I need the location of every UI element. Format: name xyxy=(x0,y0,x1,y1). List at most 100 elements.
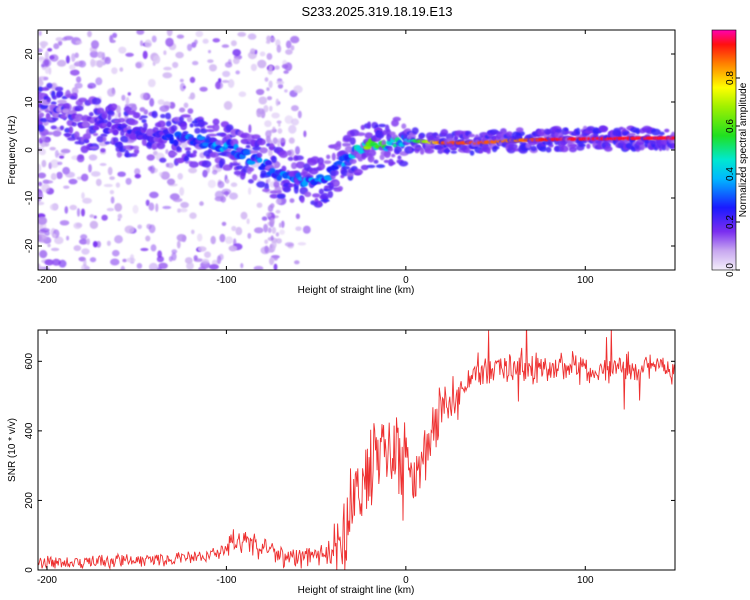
spectrogram-noise-cell xyxy=(224,236,234,244)
spectrogram-halo-cell xyxy=(273,181,280,188)
spectrogram-halo-cell xyxy=(171,124,177,132)
spectrogram-noise-cell xyxy=(199,201,204,206)
spectrogram-halo-cell xyxy=(198,121,208,126)
spectrogram-ridge-cell xyxy=(92,125,100,131)
spectrogram-noise-cell xyxy=(57,161,63,166)
spectrogram-noise-cell xyxy=(263,105,269,113)
x-tick-label: 100 xyxy=(577,275,594,286)
spectrogram-noise-cell xyxy=(275,39,281,47)
spectrogram-noise-cell xyxy=(202,38,209,44)
y-tick-label: -10 xyxy=(24,190,35,205)
spectrogram-halo-cell xyxy=(184,147,192,151)
spectrogram-noise-cell xyxy=(81,208,85,217)
spectrogram-noise-cell xyxy=(110,39,116,43)
spectrogram-noise-cell xyxy=(202,169,208,178)
spectrogram-noise-cell xyxy=(199,86,208,92)
spectrogram-noise-cell xyxy=(92,241,98,248)
x-tick-label: 0 xyxy=(403,575,409,586)
spectrogram-halo-cell xyxy=(564,127,569,132)
spectrogram-noise-cell xyxy=(56,171,63,180)
spectrogram-noise-cell xyxy=(246,218,250,225)
spectrogram-noise-cell xyxy=(290,45,295,51)
spectrogram-noise-cell xyxy=(132,204,139,214)
spectrogram-halo-cell xyxy=(327,190,334,199)
spectrogram-noise-cell xyxy=(42,58,52,68)
spectrogram-noise-cell xyxy=(214,190,224,199)
spectrogram-halo-cell xyxy=(424,148,435,154)
spectrogram-halo-cell xyxy=(209,151,220,158)
spectrogram-noise-cell xyxy=(259,51,266,57)
spectrogram-noise-cell xyxy=(73,245,82,252)
spectrogram-halo-cell xyxy=(63,133,73,137)
spectrogram-noise-cell xyxy=(217,181,225,189)
spectrogram-halo-cell xyxy=(469,150,475,156)
spectrogram-halo-cell xyxy=(46,82,53,89)
spectrogram-noise-cell xyxy=(187,43,193,52)
spectrogram-halo-cell xyxy=(52,95,57,100)
spectrogram-noise-cell xyxy=(266,96,273,101)
spectrogram-noise-cell xyxy=(112,32,118,39)
spectrogram-halo-cell xyxy=(295,161,306,169)
x-tick-label: -100 xyxy=(216,275,236,286)
spectrogram-ridge-cell xyxy=(173,139,179,147)
spectrogram-halo-cell xyxy=(651,128,661,136)
spectrogram-noise-cell xyxy=(221,188,232,195)
spectrogram-noise-cell xyxy=(275,232,280,237)
spectrogram-noise-cell xyxy=(87,82,97,89)
spectrogram-noise-cell xyxy=(195,30,204,38)
spectrogram-halo-cell xyxy=(277,190,282,194)
spectrogram-noise-cell xyxy=(186,116,193,123)
spectrogram-halo-cell xyxy=(320,198,330,203)
spectrogram-noise-cell xyxy=(114,235,123,244)
spectrogram-halo-cell xyxy=(219,158,226,166)
spectrogram-noise-cell xyxy=(275,98,279,107)
spectrogram-noise-cell xyxy=(166,178,176,186)
spectrogram-halo-cell xyxy=(212,123,220,132)
spectrogram-halo-cell xyxy=(294,155,304,161)
spectrogram-noise-cell xyxy=(76,76,82,83)
spectrogram-noise-cell xyxy=(277,139,281,148)
spectrogram-noise-cell xyxy=(134,168,141,175)
spectrogram-halo-cell xyxy=(397,155,402,160)
spectrogram-noise-cell xyxy=(137,224,142,230)
spectrogram-noise-cell xyxy=(269,36,276,43)
spectrogram-noise-cell xyxy=(149,165,155,174)
spectrogram-halo-cell xyxy=(146,154,155,161)
spectrogram-ridge-cell xyxy=(112,128,119,136)
spectrogram-halo-cell xyxy=(271,155,277,163)
spectrogram-noise-cell xyxy=(43,180,54,184)
spectrogram-halo-cell xyxy=(575,127,581,136)
spectrogram-noise-cell xyxy=(88,154,98,161)
spectrogram-noise-cell xyxy=(291,118,299,126)
spectrogram-noise-cell xyxy=(272,126,276,131)
spectrogram-halo-cell xyxy=(98,118,109,125)
spectrogram-noise-cell xyxy=(225,178,230,184)
spectrogram-noise-cell xyxy=(258,96,268,105)
spectrogram-noise-cell xyxy=(38,143,41,147)
spectrogram-noise-cell xyxy=(79,238,88,245)
spectrogram-halo-cell xyxy=(387,147,394,152)
spectrogram-halo-cell xyxy=(133,145,140,151)
spectrogram-noise-cell xyxy=(184,257,193,264)
spectrogram-noise-cell xyxy=(130,254,134,262)
spectrogram-noise-cell xyxy=(140,92,148,100)
snr-y-axis-label: SNR (10 * v/v) xyxy=(7,418,18,482)
spectrogram-noise-cell xyxy=(90,58,96,68)
spectrogram-halo-cell xyxy=(38,86,44,92)
spectrogram-halo-cell xyxy=(249,150,259,154)
spectrogram-noise-cell xyxy=(290,35,300,44)
spectrogram-noise-cell xyxy=(41,183,50,193)
spectrogram-halo-cell xyxy=(251,134,261,140)
spectrogram-halo-cell xyxy=(46,97,51,103)
spectrogram-noise-cell xyxy=(223,101,233,110)
spectrogram-halo-cell xyxy=(59,125,65,131)
spectrogram-noise-cell xyxy=(194,39,198,45)
spectrogram-noise-cell xyxy=(49,146,56,151)
spectrogram-halo-cell xyxy=(289,198,295,204)
spectrogram-noise-cell xyxy=(74,52,79,59)
spectrogram-halo-cell xyxy=(392,116,401,122)
spectrogram-halo-cell xyxy=(256,152,263,159)
spectrogram-halo-cell xyxy=(96,135,105,143)
spectrogram-noise-cell xyxy=(288,137,295,144)
spectrogram-noise-cell xyxy=(181,142,188,149)
